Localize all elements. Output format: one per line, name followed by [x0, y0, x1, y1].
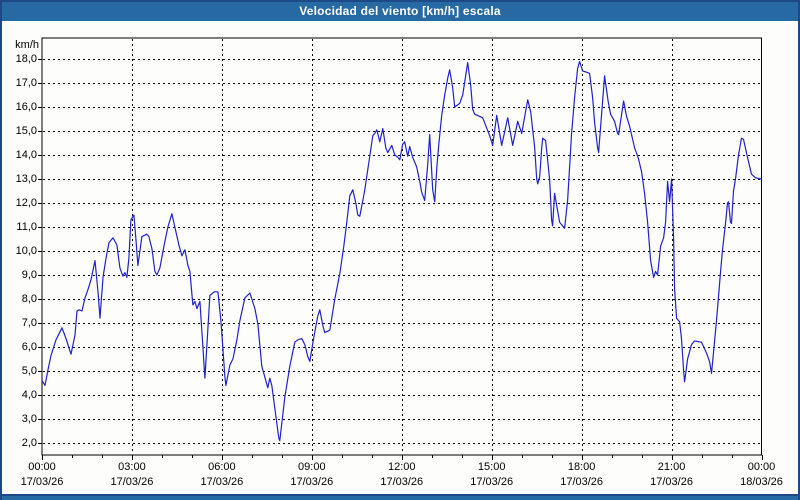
window-bottom-border	[0, 494, 800, 496]
wind-speed-line	[41, 60, 763, 442]
window-title: Velocidad del viento [km/h] escala	[299, 4, 501, 18]
plot-border	[41, 37, 762, 456]
window-title-bar: Velocidad del viento [km/h] escala	[2, 2, 798, 21]
window-bottom-strip	[2, 496, 798, 500]
